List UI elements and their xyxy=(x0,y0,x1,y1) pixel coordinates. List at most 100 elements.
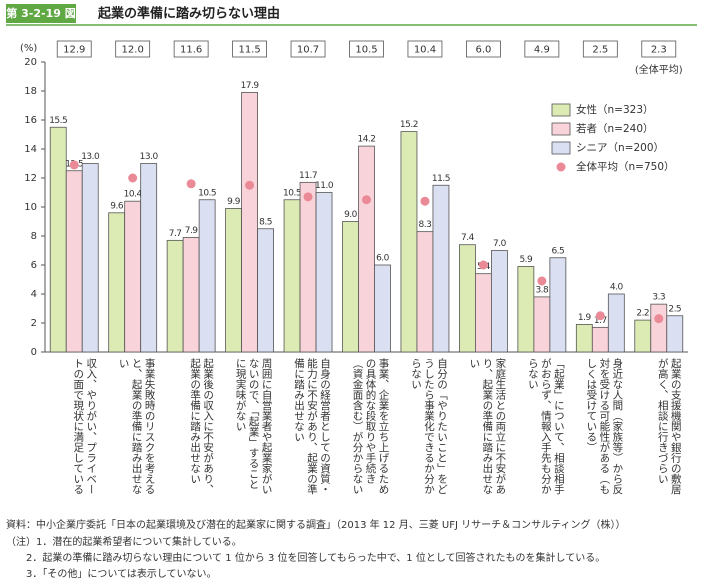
average-box-label: 11.6 xyxy=(180,45,202,56)
value-label: 7.7 xyxy=(169,229,182,239)
bar xyxy=(140,163,158,353)
value-label: 4.0 xyxy=(610,283,624,293)
note: 2．起業の準備に踏み切らない理由について 1 位から 3 位を回答してもらった中… xyxy=(26,553,606,564)
bar xyxy=(400,131,418,353)
legend-label: 全体平均（n=750） xyxy=(576,160,675,173)
value-label: 11.7 xyxy=(299,171,317,181)
bar xyxy=(358,145,375,353)
value-label: 1.7 xyxy=(594,316,607,326)
bar xyxy=(283,199,301,353)
value-label: 3.3 xyxy=(652,293,665,303)
bar xyxy=(607,293,625,353)
y-tick-label: 12 xyxy=(24,173,37,184)
category-label: 「起業」について、相談相手がおらず、情報入手先も分からない xyxy=(526,358,565,495)
value-label: 10.5 xyxy=(283,188,301,198)
average-box-label: 10.4 xyxy=(414,45,436,56)
source: 資料：中小企業庁委託「日本の起業環境及び潜在的起業家に関する調査」（2013 年… xyxy=(6,520,626,531)
bar xyxy=(517,266,535,353)
value-label: 10.4 xyxy=(124,190,143,200)
average-box xyxy=(466,40,501,58)
note: （注）1．潜在的起業希望者について集計している。 xyxy=(6,537,242,548)
y-tick-label: 2 xyxy=(31,318,37,329)
average-box xyxy=(173,40,209,58)
average-box xyxy=(115,40,151,58)
value-label: 13.0 xyxy=(140,152,159,162)
y-tick-label: 10 xyxy=(24,202,37,213)
value-label: 15.2 xyxy=(400,120,418,130)
average-box-label: 12.9 xyxy=(63,45,85,56)
average-box xyxy=(582,40,618,58)
y-tick-label: 4 xyxy=(31,289,37,300)
average-box-label: 10.7 xyxy=(297,45,319,56)
bar xyxy=(533,296,551,353)
bar xyxy=(432,184,450,353)
average-box xyxy=(349,40,384,58)
bar xyxy=(591,326,609,353)
value-label: 6.0 xyxy=(376,254,390,264)
note: 3．「その他」については表示していない。 xyxy=(26,569,217,580)
average-box-label: 4.9 xyxy=(534,45,550,56)
average-dot xyxy=(362,195,371,205)
bar xyxy=(491,250,508,353)
average-dot xyxy=(595,311,605,321)
legend-marker xyxy=(551,122,571,136)
category-label: 事業失敗時のリスクを考えると、起業の準備に踏み出せない xyxy=(117,358,156,495)
average-dot xyxy=(537,276,547,286)
bar xyxy=(666,315,684,353)
legend-marker xyxy=(551,103,571,117)
category-label: 身近な人間（家族等）から反対を受ける可能性がある（もしくは受けている） xyxy=(585,358,624,495)
y-tick-label: 0 xyxy=(31,347,37,358)
value-label: 2.5 xyxy=(668,304,681,314)
bar xyxy=(182,237,200,353)
value-label: 1.9 xyxy=(578,313,592,323)
bar xyxy=(198,199,216,353)
value-label: 7.0 xyxy=(493,239,507,249)
bar xyxy=(225,208,242,353)
average-box-label: 12.0 xyxy=(122,45,144,56)
value-label: 8.5 xyxy=(259,217,272,227)
value-label: 6.5 xyxy=(551,246,564,256)
bar xyxy=(299,181,317,353)
value-label: 8.3 xyxy=(419,220,432,230)
category-label: 起業の支援機関や銀行の敷居が高く、相談に行きづらい xyxy=(656,358,682,495)
average-dot xyxy=(654,314,664,324)
value-label: 9.9 xyxy=(227,197,241,207)
category-label: 家庭生活との両立に不安があり、起業の準備に踏み出せない xyxy=(468,358,507,495)
y-axis-label: (%) xyxy=(20,43,37,54)
average-box xyxy=(232,40,267,58)
value-label: 15.5 xyxy=(49,116,67,126)
y-tick-label: 14 xyxy=(24,144,37,155)
average-box-label: 6.0 xyxy=(475,45,491,56)
average-dot xyxy=(420,196,430,206)
bar xyxy=(257,228,274,353)
average-box xyxy=(290,40,326,58)
value-label: 7.4 xyxy=(461,233,475,243)
bar xyxy=(315,192,333,353)
average-dot xyxy=(245,180,255,190)
average-box-label: 2.3 xyxy=(651,45,667,56)
bar xyxy=(459,244,476,353)
bar xyxy=(81,163,99,353)
bar xyxy=(108,212,126,353)
average-dot xyxy=(303,192,313,202)
legend-label: シニア（n=200） xyxy=(576,142,664,154)
y-tick-label: 6 xyxy=(31,260,37,271)
average-dot xyxy=(186,179,196,189)
value-label: 10.5 xyxy=(198,188,216,198)
legend-marker xyxy=(556,162,566,172)
bar xyxy=(575,324,593,353)
bar xyxy=(650,303,668,353)
category-label: 自身の経営者としての資質・能力に不安があり、起業の準備に踏み出せない xyxy=(293,358,332,495)
category-label: 周囲に自営業者や起業家がいないので、「起業」することに現実味がない xyxy=(234,358,273,495)
bar xyxy=(124,200,142,353)
bar xyxy=(475,273,492,353)
y-tick-label: 20 xyxy=(24,57,37,68)
average-box-label: 2.5 xyxy=(592,45,608,56)
figure-label: 第 3-2-19 図 xyxy=(6,6,75,20)
bar xyxy=(49,126,67,353)
category-label: 事業、企業を立ち上げるための具体的な段取りや手続き（資金面含む）が分からない xyxy=(351,358,390,495)
legend-marker xyxy=(551,141,571,155)
value-label: 9.6 xyxy=(110,201,124,211)
